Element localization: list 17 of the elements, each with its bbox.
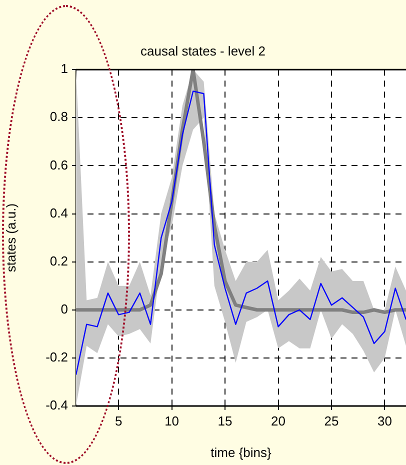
- x-tick-label: 25: [324, 413, 339, 428]
- x-tick-label: 15: [218, 413, 232, 428]
- chart-title: causal states - level 2: [140, 43, 266, 58]
- x-tick-label: 30: [377, 413, 392, 428]
- y-tick-label: 0.4: [50, 205, 68, 220]
- y-tick-label: 0: [60, 301, 68, 316]
- y-tick-label: 0.2: [50, 253, 68, 268]
- x-axis-title: time {bins}: [210, 444, 272, 460]
- y-axis-title: states (a.u.): [3, 203, 18, 272]
- y-tick-label: -0.4: [46, 398, 68, 413]
- x-tick-label: 5: [114, 413, 122, 428]
- y-tick-label: 0.8: [50, 109, 68, 124]
- y-tick-label: 0.6: [50, 157, 68, 172]
- x-tick-label: 10: [164, 413, 180, 428]
- y-tick-label: 1: [60, 61, 68, 76]
- y-tick-label: -0.2: [46, 350, 68, 365]
- x-tick-label: 20: [271, 413, 286, 428]
